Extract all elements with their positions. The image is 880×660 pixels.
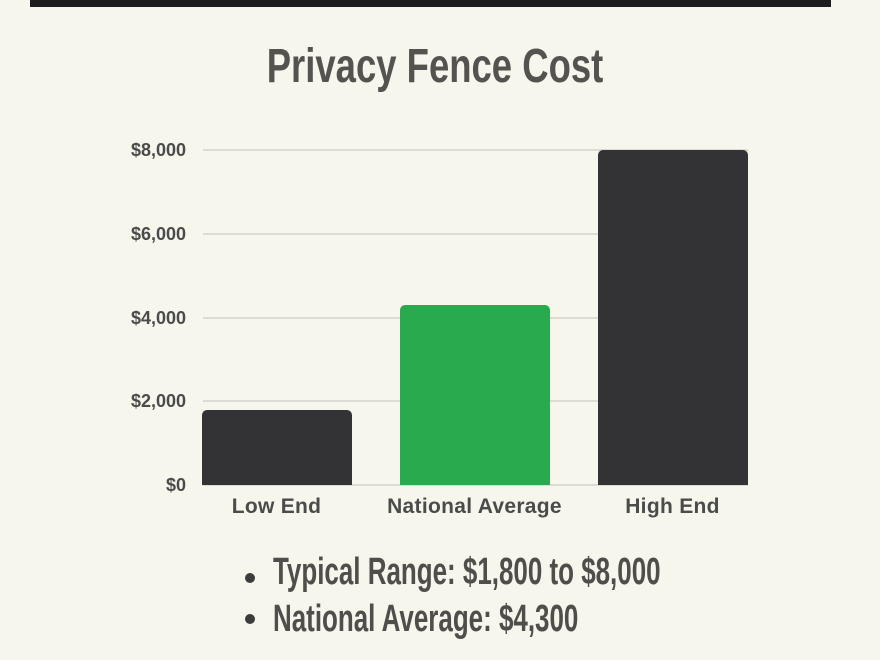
- bar-national-average: [399, 304, 550, 485]
- y-axis-tick-label: $8,000: [130, 140, 186, 160]
- gridline: [203, 484, 748, 486]
- note-typical-range: Typical Range: $1,800 to $8,000: [273, 551, 661, 593]
- bullet-dot-icon: [245, 573, 255, 583]
- note-national-average: National Average: $4,300: [273, 598, 579, 640]
- gridline: [203, 232, 748, 235]
- y-axis-tick-label: $4,000: [130, 307, 186, 328]
- bar-low-end: [201, 409, 352, 485]
- bar-high-end: [597, 150, 748, 485]
- gridline: [203, 149, 748, 151]
- y-axis-tick-label: $0: [165, 475, 186, 495]
- top-strip: [30, 0, 831, 7]
- bullet-dot-icon: [245, 614, 255, 624]
- x-axis-category-label: High End: [625, 495, 720, 518]
- x-axis-category-label: National Average: [387, 495, 562, 518]
- x-axis-category-label: Low End: [231, 495, 322, 518]
- y-axis-tick-label: $2,000: [130, 391, 186, 412]
- y-axis-tick-label: $6,000: [130, 223, 186, 244]
- chart-title: Privacy Fence Cost: [266, 40, 604, 93]
